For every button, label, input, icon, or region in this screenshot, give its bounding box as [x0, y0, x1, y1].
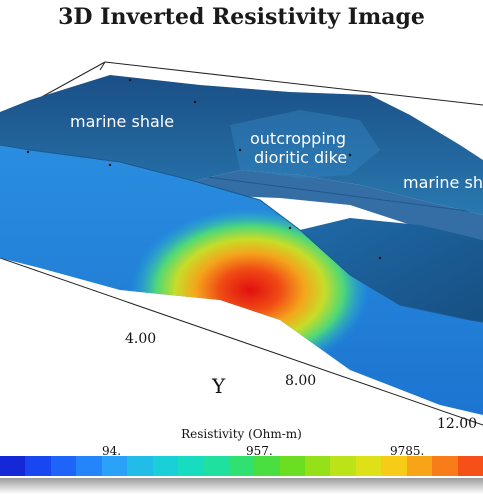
colorbar-title: Resistivity (Ohm-m): [181, 427, 302, 441]
colorbar-segment-10: [254, 456, 280, 476]
colorbar-segment-18: [457, 456, 483, 476]
figure-title: 3D Inverted Resistivity Image: [58, 4, 425, 30]
colorbar-segment-4: [101, 456, 128, 476]
label-marine-shale-left: marine shale: [70, 112, 175, 131]
colorbar-segment-13: [330, 456, 356, 476]
right-face: [300, 218, 483, 322]
front-top-edge: [0, 144, 483, 323]
colorbar-tick-2: 957.: [246, 444, 273, 458]
colorbar-segment-14: [355, 456, 382, 476]
y-axis-tick-1: 4.00: [125, 331, 157, 347]
colorbar: [0, 456, 483, 476]
colorbar-segment-11: [279, 456, 306, 476]
label-dike-line1: outcropping: [250, 129, 347, 148]
colorbar-tick-3: 9785.: [390, 444, 425, 458]
colorbar-segment-17: [432, 456, 458, 476]
colorbar-segment-1: [25, 456, 51, 476]
colorbar-segment-3: [76, 456, 102, 476]
colorbar-segment-16: [406, 456, 433, 476]
label-marine-shale-right: marine sh: [403, 173, 483, 192]
colorbar-segment-6: [152, 456, 178, 476]
colorbar-segment-2: [50, 456, 77, 476]
colorbar-segment-9: [228, 456, 255, 476]
dike-outcrop-zone: [230, 110, 380, 178]
label-dike-line2: dioritic dike: [254, 148, 348, 167]
top-surface: [0, 75, 483, 215]
y-axis-tick-2: 8.00: [285, 373, 317, 389]
y-axis-tick-3: 12.00: [437, 416, 478, 432]
colorbar-segment-15: [381, 456, 407, 476]
colorbar-segment-7: [177, 456, 204, 476]
colorbar-tick-1: 94.: [102, 444, 122, 458]
colorbar-segment-8: [203, 456, 229, 476]
colorbar-segment-12: [305, 456, 331, 476]
y-axis-label: Y: [212, 374, 226, 398]
colorbar-segment-0: [0, 456, 26, 476]
electrode-markers: [26, 78, 382, 260]
frame-shadow: [0, 478, 483, 494]
dike-ridge: [190, 170, 483, 240]
colorbar-segment-5: [127, 456, 153, 476]
